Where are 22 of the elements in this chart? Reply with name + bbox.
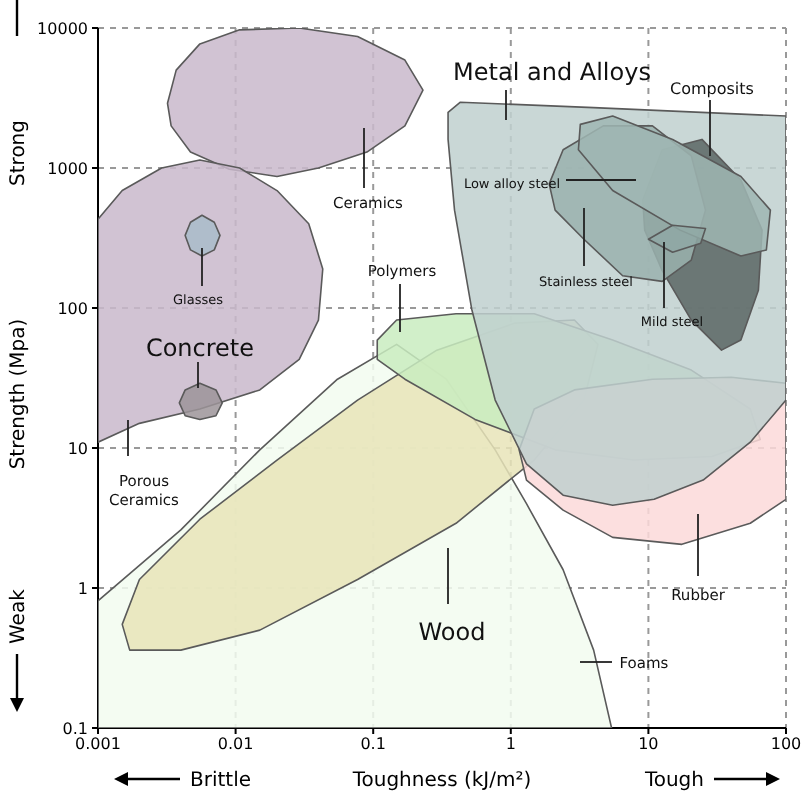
text: Brittle — [190, 770, 252, 792]
y-tick-label: 10000 — [37, 19, 88, 38]
series-label: Metal and Alloys — [453, 58, 651, 86]
text: Composits — [670, 79, 754, 97]
x-tick-label: 0.001 — [75, 735, 121, 754]
y-tick-label: 10 — [67, 439, 88, 458]
x-tick-label: 0.1 — [360, 735, 386, 754]
x-tick-label: 100 — [770, 735, 802, 754]
y-tick-label: 0.1 — [62, 719, 88, 738]
x-tick-label: 0.01 — [217, 735, 254, 754]
text: Weak — [8, 588, 30, 644]
text: Tough — [642, 770, 704, 792]
y-tick-label: 1 — [77, 579, 88, 598]
x-axis-title: Toughness (kJ/m²) — [350, 770, 532, 792]
y-tick-label: 100 — [57, 299, 88, 318]
x-tick-label: 1 — [505, 735, 516, 754]
y-tick-label: 1000 — [47, 159, 88, 178]
series-label: Concrete — [145, 334, 255, 362]
text: Wood — [418, 618, 486, 646]
text: Strong — [8, 120, 30, 186]
y-axis-title: Strength (Mpa) — [8, 318, 30, 470]
x-tick-label: 10 — [638, 735, 659, 754]
